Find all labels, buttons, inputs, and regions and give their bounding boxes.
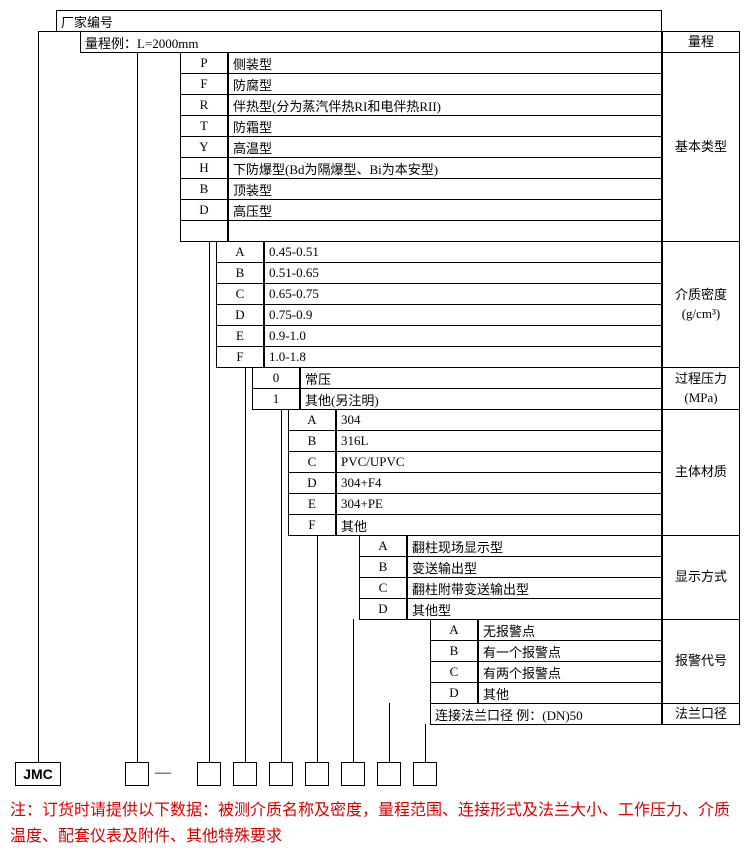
connector-line (38, 31, 39, 762)
product-code-slot (377, 762, 401, 786)
code-cell: H (180, 157, 228, 179)
desc-cell: 顶装型 (228, 178, 662, 200)
desc-cell: 防腐型 (228, 73, 662, 95)
right-label: 显示方式 (662, 535, 740, 620)
desc-cell: 其他型 (407, 598, 662, 620)
code-cell: A (288, 409, 336, 431)
code-cell: A (359, 535, 407, 557)
product-code-slot (341, 762, 365, 786)
code-cell (180, 220, 228, 242)
desc-cell: 304+F4 (336, 472, 662, 494)
code-cell: D (216, 304, 264, 326)
connector-line (281, 409, 282, 762)
connector-line (209, 241, 210, 762)
desc-cell: 0.65-0.75 (264, 283, 662, 305)
product-code-slot (413, 762, 437, 786)
right-label-range: 量程 (662, 31, 740, 53)
code-cell: C (288, 451, 336, 473)
code-cell: Y (180, 136, 228, 158)
desc-cell: 316L (336, 430, 662, 452)
desc-cell: 翻柱现场显示型 (407, 535, 662, 557)
right-label: 基本类型 (662, 52, 740, 242)
product-code-slot (233, 762, 257, 786)
code-cell: A (430, 619, 478, 641)
desc-cell: 有两个报警点 (478, 661, 662, 683)
code-cell: E (288, 493, 336, 515)
code-cell: C (216, 283, 264, 305)
ordering-code-diagram: 厂家编号量程例：L=2000mm量程P侧装型F防腐型R伴热型(分为蒸汽伴热RI和… (10, 10, 740, 790)
product-code-slot (125, 762, 149, 786)
product-code-jmc: JMC (15, 762, 61, 786)
code-cell: T (180, 115, 228, 137)
desc-cell (228, 220, 662, 242)
connector-line (317, 535, 318, 762)
desc-cell: 高压型 (228, 199, 662, 221)
desc-cell: 0.45-0.51 (264, 241, 662, 263)
header-range-example: 量程例：L=2000mm (80, 31, 662, 53)
desc-cell: 高温型 (228, 136, 662, 158)
code-cell: C (359, 577, 407, 599)
desc-cell: 侧装型 (228, 52, 662, 74)
code-cell: 1 (252, 388, 300, 410)
desc-cell: 变送输出型 (407, 556, 662, 578)
desc-cell: 1.0-1.8 (264, 346, 662, 368)
connector-line (425, 724, 426, 762)
code-cell: D (359, 598, 407, 620)
code-cell: F (216, 346, 264, 368)
desc-cell: 0.75-0.9 (264, 304, 662, 326)
connector-line (137, 52, 138, 762)
right-label: 主体材质 (662, 409, 740, 536)
code-cell: C (430, 661, 478, 683)
product-code-slot (269, 762, 293, 786)
connector-line (389, 703, 390, 762)
code-cell: P (180, 52, 228, 74)
desc-cell: 无报警点 (478, 619, 662, 641)
code-cell: R (180, 94, 228, 116)
right-label: 介质密度(g/cm³) (662, 241, 740, 368)
desc-cell: 有一个报警点 (478, 640, 662, 662)
desc-cell: 304 (336, 409, 662, 431)
connector-line (353, 619, 354, 762)
desc-cell: 304+PE (336, 493, 662, 515)
right-label: 过程压力(MPa) (662, 367, 740, 410)
header-manufacturer-code: 厂家编号 (56, 10, 662, 32)
code-cell: B (180, 178, 228, 200)
desc-cell: 0.9-1.0 (264, 325, 662, 347)
code-cell: F (180, 73, 228, 95)
desc-cell: 伴热型(分为蒸汽伴热RI和电伴热RII) (228, 94, 662, 116)
desc-cell: 翻柱附带变送输出型 (407, 577, 662, 599)
code-cell: F (288, 514, 336, 536)
code-cell: D (180, 199, 228, 221)
product-code-slot (305, 762, 329, 786)
desc-cell: 其他 (478, 682, 662, 704)
desc-cell: 其他 (336, 514, 662, 536)
code-cell: B (430, 640, 478, 662)
desc-cell: PVC/UPVC (336, 451, 662, 473)
desc-cell: 其他(另注明) (300, 388, 662, 410)
right-label-flange: 法兰口径 (662, 703, 740, 725)
code-cell: D (430, 682, 478, 704)
code-cell: E (216, 325, 264, 347)
code-cell: B (359, 556, 407, 578)
desc-cell: 0.51-0.65 (264, 262, 662, 284)
code-cell: B (288, 430, 336, 452)
connector-line (245, 367, 246, 762)
dash-separator: — (155, 764, 171, 782)
right-label: 报警代号 (662, 619, 740, 704)
flange-row: 连接法兰口径 例：(DN)50 (430, 703, 662, 725)
ordering-note: 注：订货时请提供以下数据：被测介质名称及密度，量程范围、连接形式及法兰大小、工作… (10, 798, 730, 849)
desc-cell: 常压 (300, 367, 662, 389)
product-code-slot (197, 762, 221, 786)
code-cell: B (216, 262, 264, 284)
code-cell: 0 (252, 367, 300, 389)
desc-cell: 防霜型 (228, 115, 662, 137)
code-cell: A (216, 241, 264, 263)
code-cell: D (288, 472, 336, 494)
desc-cell: 下防爆型(Bd为隔爆型、Bi为本安型) (228, 157, 662, 179)
